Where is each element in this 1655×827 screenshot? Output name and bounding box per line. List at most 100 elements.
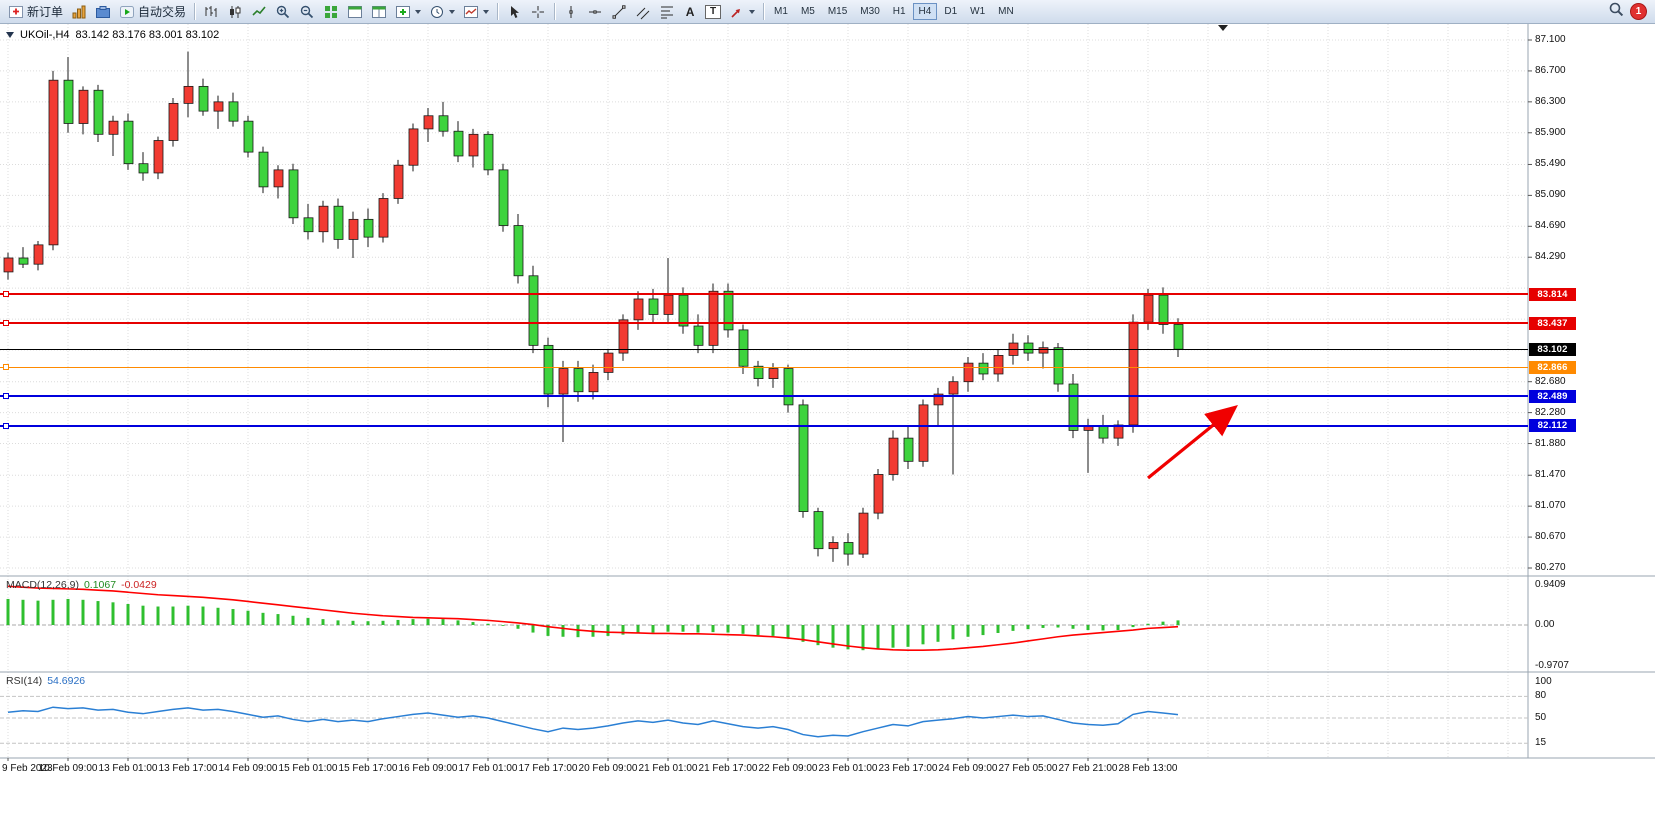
time-axis-label: 17 Feb 17:00	[518, 763, 578, 774]
play-icon	[119, 4, 135, 20]
notification-badge[interactable]: 1	[1630, 3, 1647, 20]
chevron-down-icon	[449, 9, 456, 14]
rsi-axis-label: 80	[1535, 690, 1547, 702]
tf-button-h1[interactable]: H1	[887, 3, 912, 20]
support-line-upper[interactable]	[0, 393, 1528, 400]
chart-candlesticks-button[interactable]	[223, 2, 247, 22]
indicators-button[interactable]	[391, 2, 425, 22]
chart-line-button[interactable]	[247, 2, 271, 22]
price-axis-label: 85.090	[1535, 189, 1566, 201]
tf-button-mn[interactable]: MN	[992, 3, 1020, 20]
price-axis-label: 84.690	[1535, 220, 1566, 232]
window-icon	[347, 4, 363, 20]
time-axis-label: 22 Feb 09:00	[758, 763, 818, 774]
resistance-line-upper[interactable]	[0, 291, 1528, 297]
trend-arrow-annotation[interactable]	[1100, 394, 1260, 494]
new-chart-button[interactable]	[67, 2, 91, 22]
zoom-in-button[interactable]	[271, 2, 295, 22]
line-handle[interactable]	[3, 364, 9, 371]
price-badge: 83.437	[1529, 316, 1576, 330]
cursor-button[interactable]	[502, 2, 526, 22]
horizontal-line-icon	[587, 4, 603, 20]
time-axis-label: 23 Feb 17:00	[878, 763, 938, 774]
toolbar-separator	[194, 3, 196, 20]
macd-axis-label: 0.9409	[1535, 579, 1566, 591]
price-axis-label: 82.680	[1535, 375, 1566, 387]
channel-button[interactable]	[631, 2, 655, 22]
price-axis-label: 86.700	[1535, 64, 1566, 76]
one-click-trading-icon[interactable]	[6, 32, 14, 38]
channel-icon	[635, 4, 651, 20]
macd-signal-value: -0.0429	[121, 579, 157, 591]
tf-button-h4[interactable]: H4	[912, 3, 938, 20]
text-tool-button[interactable]: A	[679, 2, 701, 22]
macd-axis-label: 0.00	[1535, 619, 1555, 630]
crosshair-icon	[530, 4, 546, 20]
current-price-line[interactable]	[0, 348, 1528, 350]
timeframe-toolbar: M1 M5 M15 M30 H1 H4 D1 W1 MN	[768, 3, 1020, 20]
price-axis-label: 86.300	[1535, 95, 1566, 107]
chevron-down-icon	[749, 9, 756, 14]
macd-signal-line	[7, 585, 1179, 652]
line-handle[interactable]	[3, 320, 9, 327]
templates-button[interactable]	[459, 2, 493, 22]
grid-layer	[0, 24, 1528, 758]
rsi-axis-label: 15	[1535, 737, 1547, 749]
label-tool-button[interactable]: T	[701, 2, 725, 22]
pivot-line-orange[interactable]	[0, 364, 1528, 371]
price-axis-label: 81.470	[1535, 469, 1566, 481]
trendline-icon	[611, 4, 627, 20]
tf-button-m1[interactable]: M1	[768, 3, 794, 20]
vertical-line-button[interactable]	[559, 2, 583, 22]
time-axis-label: 17 Feb 01:00	[458, 763, 518, 774]
profiles-button[interactable]	[91, 2, 115, 22]
resistance-line-lower[interactable]	[0, 320, 1528, 327]
auto-trading-button[interactable]: 自动交易	[115, 2, 190, 22]
time-axis-label: 14 Feb 09:00	[218, 763, 278, 774]
window-layout-button[interactable]	[343, 2, 367, 22]
briefcase-icon	[95, 4, 111, 20]
new-order-button[interactable]: 新订单	[4, 2, 67, 22]
arrows-button[interactable]	[725, 2, 759, 22]
line-handle[interactable]	[3, 422, 9, 429]
trendline-button[interactable]	[607, 2, 631, 22]
rsi-label: RSI(14)	[6, 675, 43, 687]
window-split-button[interactable]	[367, 2, 391, 22]
tile-windows-button[interactable]	[319, 2, 343, 22]
price-badge: 82.489	[1529, 389, 1576, 403]
tf-button-m5[interactable]: M5	[795, 3, 821, 20]
macd-main-value: 0.1067	[83, 579, 117, 591]
rsi-axis-label: 100	[1535, 676, 1552, 687]
tf-button-m30[interactable]: M30	[854, 3, 885, 20]
price-axis-label: 87.100	[1535, 34, 1566, 45]
tf-button-d1[interactable]: D1	[938, 3, 963, 20]
fibonacci-button[interactable]	[655, 2, 679, 22]
rsi-axis-label: 50	[1535, 712, 1547, 723]
tf-button-w1[interactable]: W1	[964, 3, 991, 20]
periods-button[interactable]	[425, 2, 459, 22]
rsi-header: RSI(14) 54.6926	[6, 675, 85, 687]
crosshair-button[interactable]	[526, 2, 550, 22]
new-order-icon	[8, 4, 24, 20]
search-icon[interactable]	[1608, 1, 1624, 22]
time-axis-label: 10 Feb 09:00	[38, 763, 98, 774]
ohlc-bars-icon	[203, 4, 219, 20]
zoom-out-button[interactable]	[295, 2, 319, 22]
chart-area[interactable]: UKOil-,H4 83.142 83.176 83.001 83.102 83…	[0, 24, 1655, 827]
line-handle[interactable]	[3, 291, 9, 297]
candlestick-icon	[227, 4, 243, 20]
tf-button-m15[interactable]: M15	[822, 3, 853, 20]
bar-chart-icon	[71, 4, 87, 20]
split-window-icon	[371, 4, 387, 20]
horizontal-line-button[interactable]	[583, 2, 607, 22]
support-line-lower[interactable]	[0, 422, 1528, 429]
symbol-header: UKOil-,H4 83.142 83.176 83.001 83.102	[6, 29, 219, 41]
candles-layer	[3, 51, 1184, 566]
time-axis-label: 15 Feb 17:00	[338, 763, 398, 774]
line-handle[interactable]	[3, 393, 9, 400]
chart-shift-marker[interactable]	[1218, 25, 1228, 31]
toolbar-separator	[763, 3, 765, 20]
chart-bars-button[interactable]	[199, 2, 223, 22]
vertical-line-icon	[563, 4, 579, 20]
zoom-out-icon	[299, 4, 315, 20]
